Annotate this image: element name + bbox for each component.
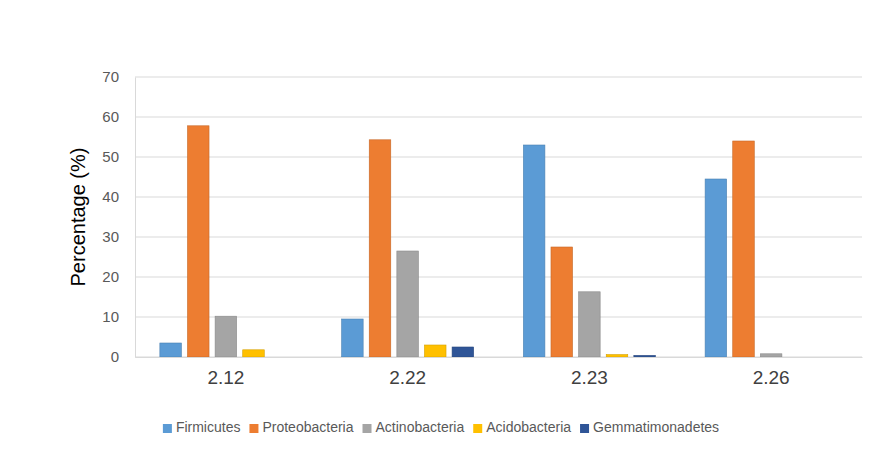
y-tick: 50 — [102, 148, 135, 165]
legend: Firmicutes Proteobacteria Actinobacteria Ac… — [163, 419, 719, 435]
series — [160, 145, 727, 357]
x-tick: 2.23 — [571, 357, 608, 388]
bar — [551, 247, 573, 357]
y-tick-label: 10 — [102, 308, 119, 325]
grid-line — [135, 117, 862, 118]
bar — [187, 126, 209, 357]
bar — [760, 354, 782, 357]
y-axis: 0 10 20 30 40 50 60 70 — [102, 68, 135, 365]
y-tick-label: 50 — [102, 148, 119, 165]
x-axis-line — [136, 357, 863, 358]
y-tick-label: 40 — [102, 188, 119, 205]
x-tick-label: 2.22 — [389, 367, 426, 388]
bars — [160, 126, 782, 357]
x-tick-label: 2.12 — [207, 367, 244, 388]
y-axis-title: Percentage (%) — [67, 148, 89, 287]
legend-label: Actinobacteria — [376, 419, 465, 435]
x-tick-label: 2.23 — [571, 367, 608, 388]
bar — [342, 319, 364, 357]
y-tick: 10 — [102, 308, 135, 325]
legend-label: Gemmatimonadetes — [593, 419, 719, 435]
legend-label: Acidobacteria — [486, 419, 571, 435]
bar — [424, 345, 446, 357]
bar — [243, 350, 265, 357]
legend-swatch — [163, 424, 172, 433]
y-tick-label: 30 — [102, 228, 119, 245]
bar — [270, 357, 292, 358]
y-tick: 70 — [102, 68, 135, 85]
y-tick-label: 70 — [102, 68, 119, 85]
bar — [215, 316, 237, 357]
legend-item: Gemmatimonadetes — [580, 419, 719, 435]
grid — [135, 77, 862, 357]
y-tick: 60 — [102, 108, 135, 125]
legend-swatch — [249, 424, 258, 433]
x-tick: 2.12 — [207, 357, 244, 388]
x-tick: 2.26 — [753, 357, 790, 388]
bar — [606, 355, 628, 357]
legend-item: Acidobacteria — [473, 419, 571, 435]
legend-label: Firmicutes — [176, 419, 241, 435]
y-tick: 20 — [102, 268, 135, 285]
bar — [369, 140, 391, 357]
bar — [634, 355, 656, 357]
chart: 0 10 20 30 40 50 60 70 2.12 2.22 2.23 2.26 Percentag… — [0, 0, 882, 452]
series — [243, 345, 628, 357]
y-tick: 40 — [102, 188, 135, 205]
bar — [160, 343, 182, 357]
legend-swatch — [363, 424, 372, 433]
x-tick: 2.22 — [389, 357, 426, 388]
x-tick-label: 2.26 — [753, 367, 790, 388]
plot: 0 10 20 30 40 50 60 70 2.12 2.22 2.23 2.26 — [102, 68, 862, 388]
x-axis: 2.12 2.22 2.23 2.26 — [136, 357, 863, 388]
legend-item: Proteobacteria — [249, 419, 353, 435]
y-axis-line — [135, 78, 136, 358]
bar — [816, 357, 838, 358]
bar — [705, 179, 727, 357]
legend-label: Proteobacteria — [262, 419, 353, 435]
bar — [523, 145, 545, 357]
bar — [397, 251, 419, 357]
series — [187, 126, 754, 357]
legend-swatch — [473, 424, 482, 433]
bar — [788, 357, 810, 358]
y-tick-label: 0 — [111, 348, 119, 365]
bar — [452, 347, 474, 357]
series — [215, 251, 782, 357]
bar — [733, 141, 755, 357]
legend-swatch — [580, 424, 589, 433]
legend-item: Actinobacteria — [363, 419, 465, 435]
grid-line — [135, 77, 862, 78]
series — [452, 347, 655, 357]
y-tick-label: 60 — [102, 108, 119, 125]
legend-item: Firmicutes — [163, 419, 241, 435]
y-tick: 30 — [102, 228, 135, 245]
bar — [579, 292, 601, 357]
y-tick: 0 — [111, 348, 135, 365]
y-tick-label: 20 — [102, 268, 119, 285]
